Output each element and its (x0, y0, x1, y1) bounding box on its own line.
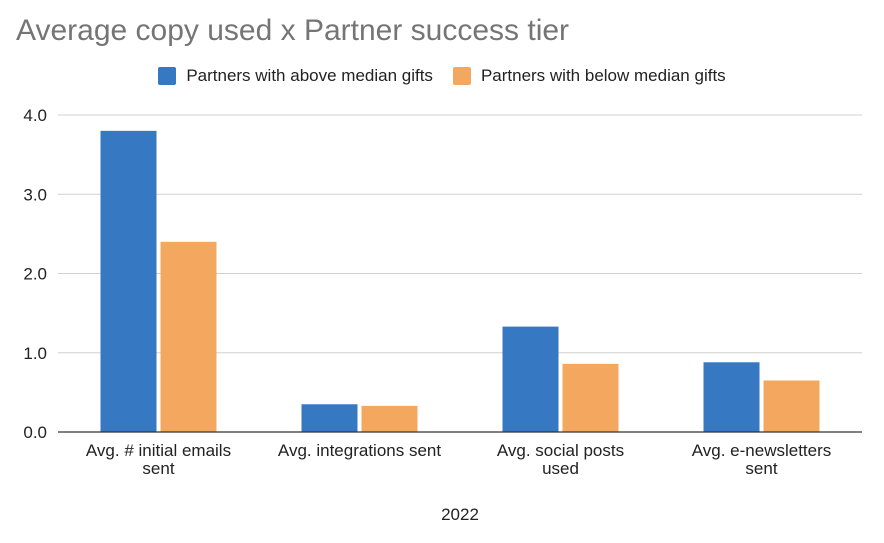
chart-legend: Partners with above median gifts Partner… (0, 66, 884, 86)
x-tick-label: used (542, 459, 579, 478)
x-tick-label: sent (142, 459, 174, 478)
x-tick-label: Avg. integrations sent (278, 441, 441, 460)
bar-below-median (562, 363, 619, 432)
bar-below-median (763, 380, 820, 432)
x-tick-label: Avg. social posts (497, 441, 624, 460)
x-tick-label: Avg. # initial emails (86, 441, 231, 460)
bar-below-median (361, 405, 418, 432)
bar-above-median (703, 362, 760, 432)
bar-above-median (301, 404, 358, 432)
bar-above-median (502, 326, 559, 432)
legend-swatch-below-median (452, 67, 471, 85)
y-tick-label: 4.0 (23, 106, 47, 125)
legend-swatch-above-median (158, 67, 177, 85)
y-tick-label: 2.0 (23, 265, 47, 284)
legend-item-above-median: Partners with above median gifts (158, 66, 433, 86)
legend-label-above-median: Partners with above median gifts (186, 66, 433, 85)
x-tick-label: Avg. e-newsletters (692, 441, 832, 460)
bar-below-median (160, 241, 217, 432)
y-tick-label: 0.0 (23, 423, 47, 442)
chart-title: Average copy used x Partner success tier (16, 14, 570, 47)
x-tick-label: sent (745, 459, 777, 478)
y-tick-label: 1.0 (23, 344, 47, 363)
x-axis-title: 2022 (441, 505, 479, 524)
bar-above-median (100, 130, 157, 432)
legend-label-below-median: Partners with below median gifts (480, 66, 726, 85)
legend-item-below-median: Partners with below median gifts (452, 66, 726, 86)
y-tick-label: 3.0 (23, 185, 47, 204)
